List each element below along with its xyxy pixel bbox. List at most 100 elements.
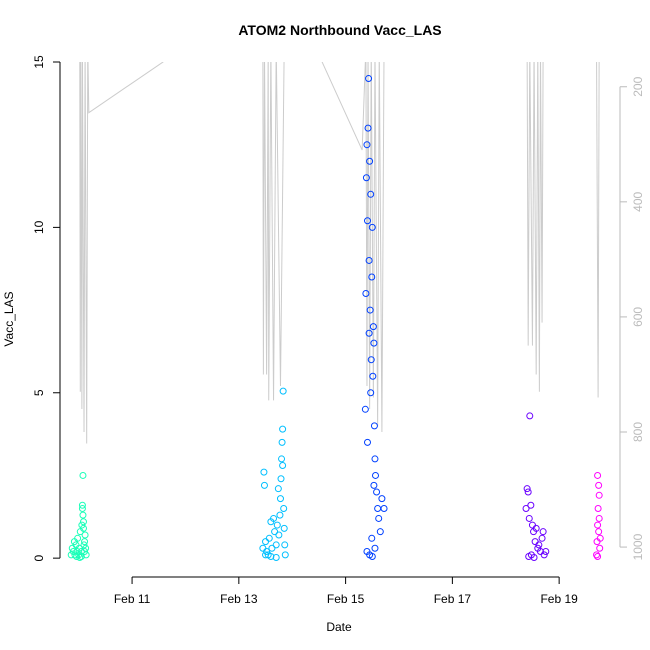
- y2-tick-label: 1000: [631, 533, 645, 560]
- point: [280, 524, 288, 532]
- point: [82, 551, 90, 559]
- point: [77, 552, 85, 560]
- y-tick-label: 5: [32, 389, 46, 396]
- point: [270, 514, 278, 522]
- point: [368, 223, 376, 231]
- y2-tick-label: 400: [631, 191, 645, 211]
- point: [73, 552, 81, 560]
- point: [78, 501, 86, 509]
- point: [370, 422, 378, 430]
- point: [535, 541, 543, 549]
- x-axis-label: Date: [326, 620, 352, 634]
- point: [368, 534, 376, 542]
- points-layer: [67, 75, 604, 561]
- point: [595, 514, 603, 522]
- point: [272, 541, 280, 549]
- point: [365, 75, 373, 83]
- point: [594, 521, 602, 529]
- x-tick-label: Feb 15: [327, 592, 365, 606]
- point: [362, 290, 370, 298]
- point: [523, 485, 531, 493]
- point: [278, 455, 286, 463]
- y2-tick-label: 600: [631, 307, 645, 327]
- point: [366, 157, 374, 165]
- point: [81, 538, 89, 546]
- point: [278, 438, 286, 446]
- point: [279, 425, 287, 433]
- point: [527, 501, 535, 509]
- point: [369, 323, 377, 331]
- point: [378, 495, 386, 503]
- point: [277, 475, 285, 483]
- point: [362, 174, 370, 182]
- y-tick-label: 0: [32, 554, 46, 561]
- point: [363, 141, 371, 149]
- point: [366, 306, 374, 314]
- point: [365, 329, 373, 337]
- point: [76, 553, 84, 561]
- point: [595, 528, 603, 536]
- point: [593, 551, 601, 559]
- point: [74, 534, 82, 542]
- point: [539, 528, 547, 536]
- y-tick-label: 15: [32, 55, 46, 69]
- point: [367, 389, 375, 397]
- point: [79, 524, 87, 532]
- point: [596, 534, 604, 542]
- point: [363, 438, 371, 446]
- point: [260, 468, 268, 476]
- point: [272, 553, 280, 561]
- point: [538, 534, 546, 542]
- point: [273, 521, 281, 529]
- x-tick-label: Feb 19: [540, 592, 578, 606]
- point: [79, 471, 87, 479]
- point: [262, 551, 270, 559]
- chart-title: ATOM2 Northbound Vacc_LAS: [238, 22, 441, 38]
- y2-tick-label: 200: [631, 76, 645, 96]
- y2-tick-label: 800: [631, 422, 645, 442]
- point: [365, 256, 373, 264]
- point: [542, 548, 550, 556]
- point: [80, 541, 88, 549]
- point: [530, 553, 538, 561]
- point: [528, 521, 536, 529]
- point: [363, 217, 371, 225]
- point: [540, 551, 548, 559]
- point: [373, 488, 381, 496]
- point: [380, 505, 388, 513]
- point: [595, 491, 603, 499]
- point: [79, 511, 87, 519]
- point: [376, 528, 384, 536]
- y-tick-label: 10: [32, 220, 46, 234]
- point: [371, 544, 379, 552]
- point: [279, 387, 287, 395]
- point: [594, 552, 602, 560]
- point: [265, 534, 273, 542]
- point: [368, 273, 376, 281]
- point: [79, 518, 87, 526]
- point: [276, 495, 284, 503]
- point: [374, 505, 382, 513]
- point: [260, 481, 268, 489]
- point: [370, 339, 378, 347]
- point: [596, 544, 604, 552]
- point: [81, 531, 89, 539]
- point: [524, 488, 532, 496]
- point: [281, 551, 289, 559]
- x-tick-label: Feb 17: [434, 592, 472, 606]
- point: [367, 356, 375, 364]
- point: [370, 481, 378, 489]
- point: [369, 372, 377, 380]
- point: [525, 514, 533, 522]
- point: [594, 471, 602, 479]
- point: [375, 514, 383, 522]
- pressure-line: [79, 62, 600, 444]
- point: [78, 521, 86, 529]
- point: [81, 548, 89, 556]
- point: [281, 541, 289, 549]
- point: [526, 412, 534, 420]
- point: [368, 552, 376, 560]
- point: [262, 538, 270, 546]
- point: [69, 548, 77, 556]
